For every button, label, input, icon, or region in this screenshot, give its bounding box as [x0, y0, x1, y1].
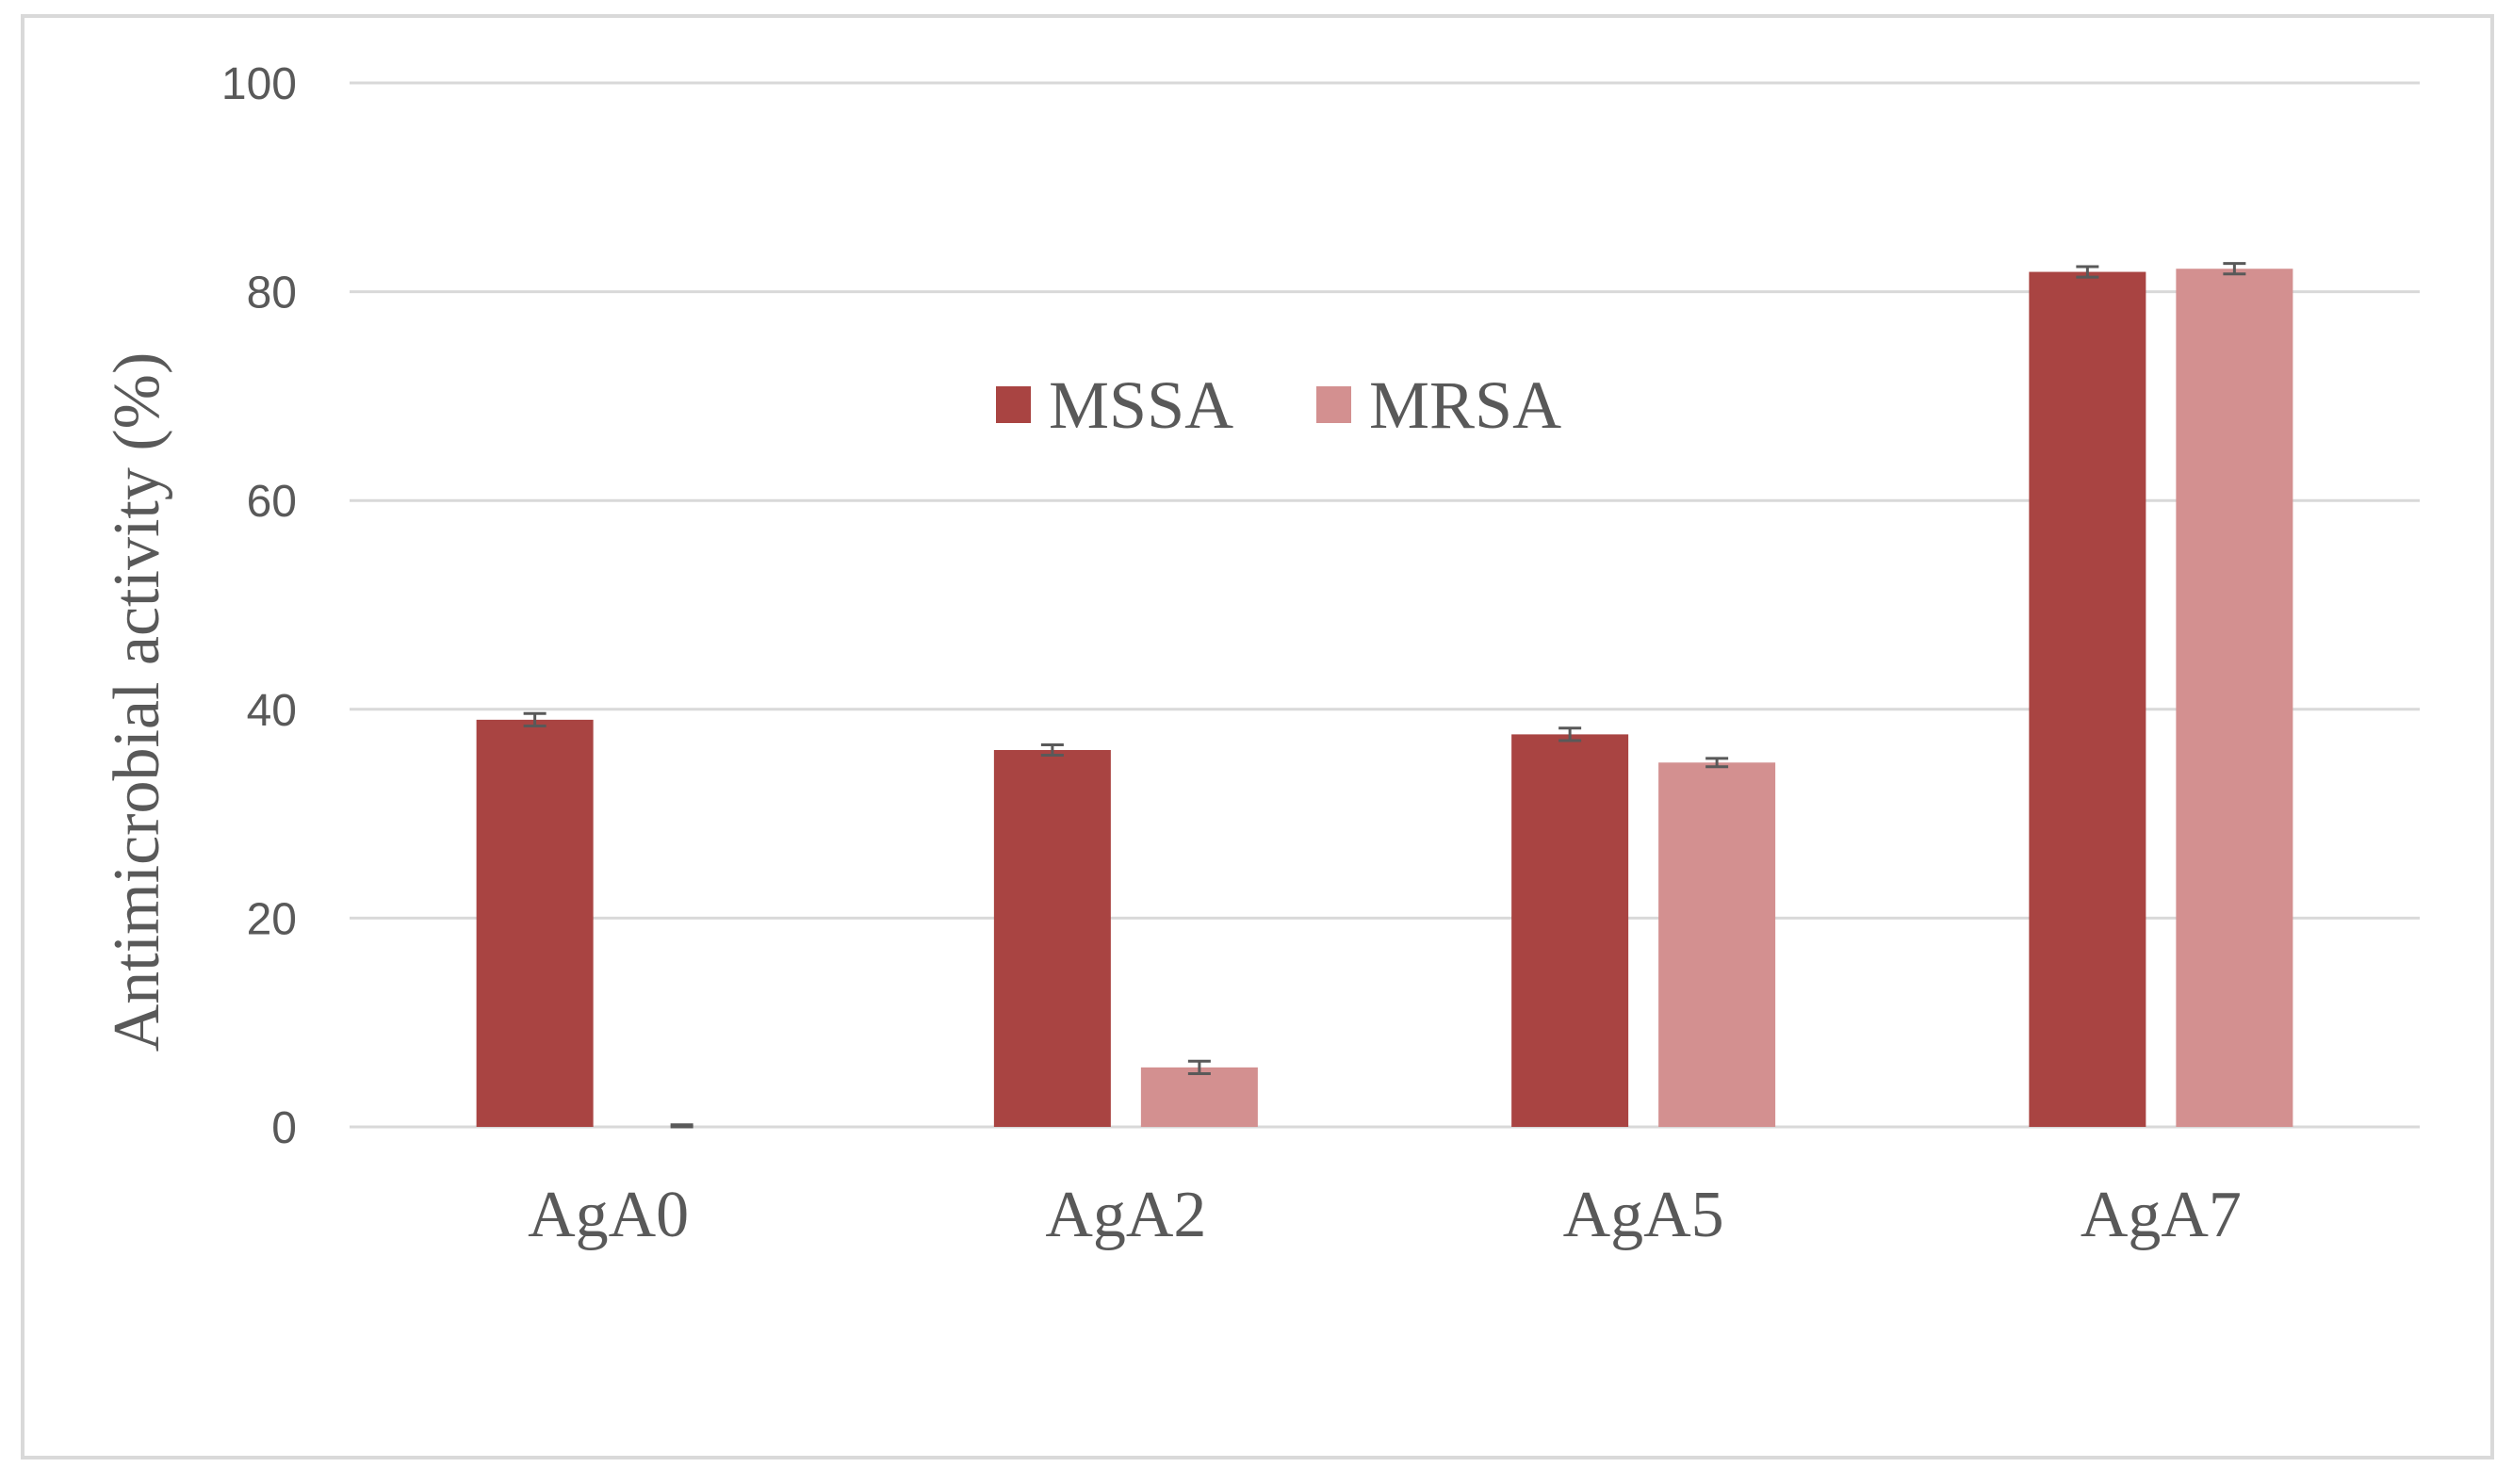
bar-mrsa-aga7	[2176, 269, 2293, 1127]
bar-mrsa-aga2	[1140, 1067, 1258, 1127]
bar-mssa-aga2	[993, 750, 1111, 1127]
category-label: AgA2	[1045, 1179, 1206, 1251]
category-labels: AgA0 AgA2 AgA5 AgA7	[528, 1179, 2242, 1251]
bar-mrsa-aga5	[1658, 762, 1776, 1127]
bars	[476, 262, 2293, 1129]
y-tick-label: 100	[221, 59, 297, 109]
y-tick-labels: 0 20 40 60 80 100	[221, 59, 297, 1153]
bar-mssa-aga5	[1511, 734, 1629, 1127]
category-label: AgA5	[1563, 1179, 1724, 1251]
y-axis-title: Antimicrobial activity (%)	[101, 352, 173, 1052]
legend-swatch-mssa	[996, 386, 1031, 423]
legend: MSSA MRSA	[996, 367, 1561, 443]
legend-swatch-mrsa	[1316, 386, 1351, 423]
legend-label: MRSA	[1369, 367, 1561, 443]
y-tick-label: 40	[247, 686, 297, 736]
y-tick-label: 80	[247, 269, 297, 318]
legend-label: MSSA	[1049, 367, 1233, 443]
bar-mssa-aga7	[2029, 271, 2146, 1128]
y-tick-label: 20	[247, 894, 297, 944]
bar-mssa-aga0	[476, 719, 594, 1127]
category-label: AgA7	[2081, 1179, 2242, 1251]
y-tick-label: 0	[271, 1103, 297, 1153]
category-label: AgA0	[528, 1179, 689, 1251]
y-tick-label: 60	[247, 477, 297, 527]
